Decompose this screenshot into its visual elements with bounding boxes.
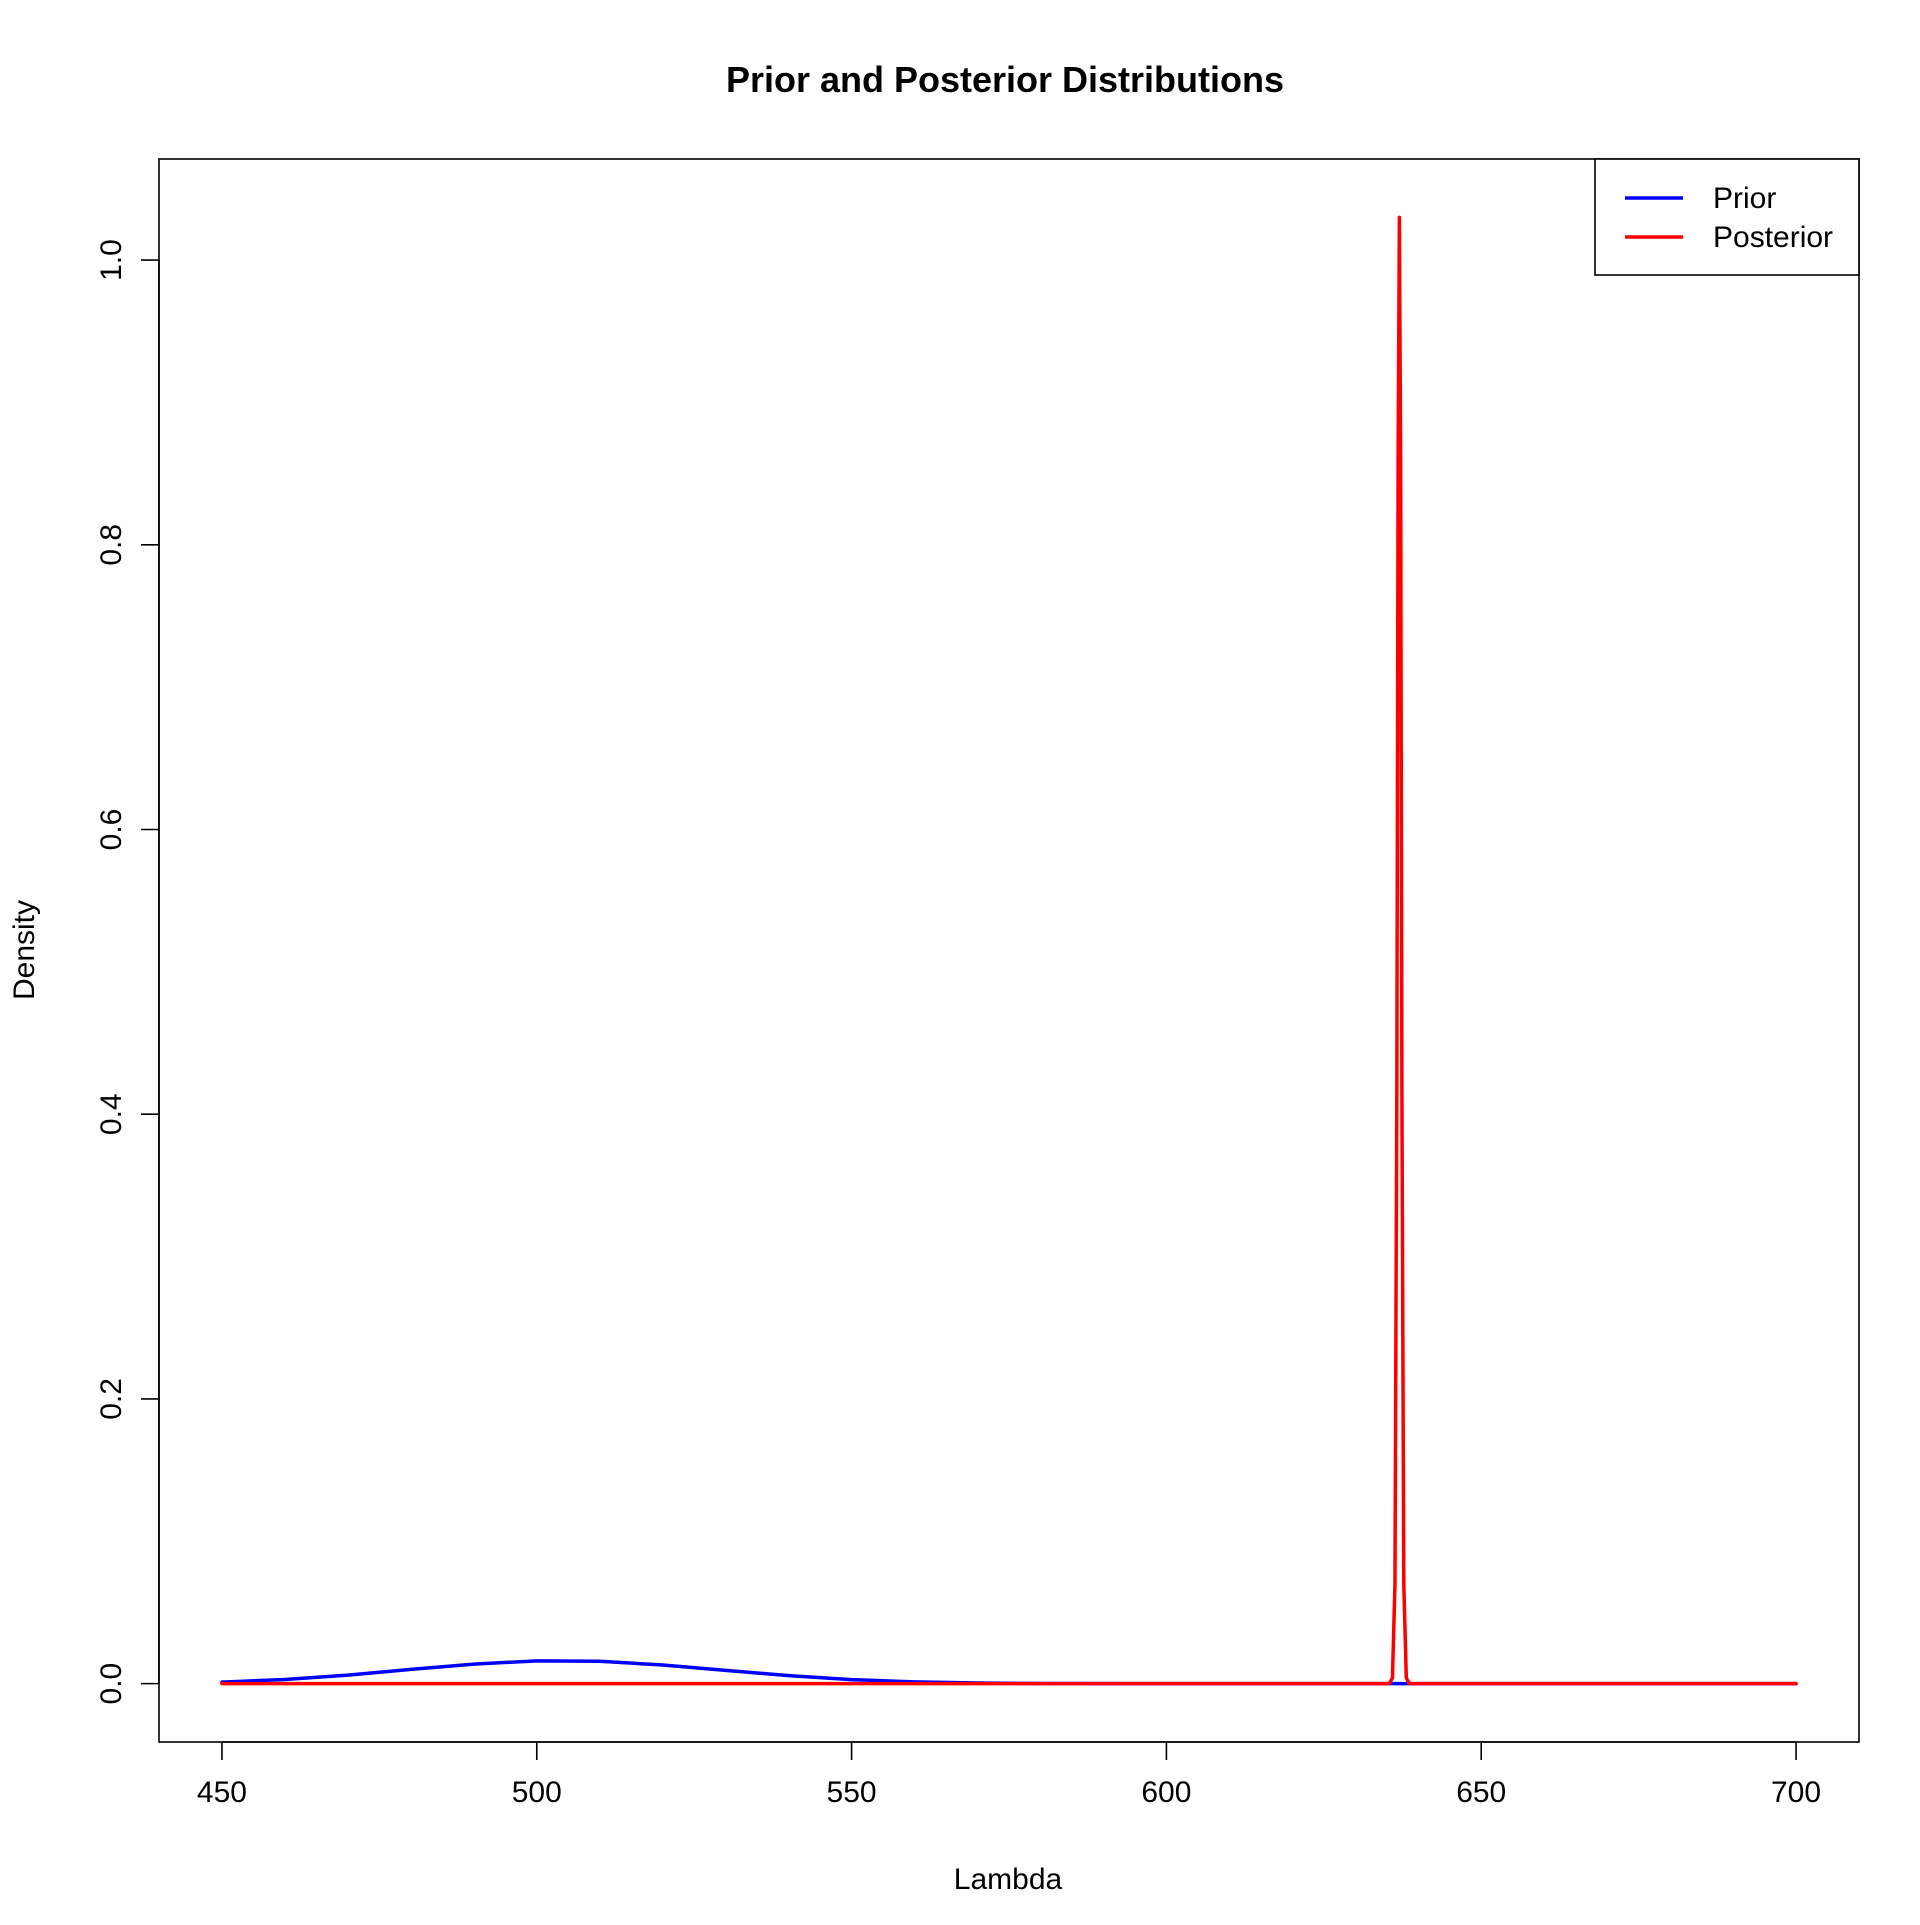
x-tick-label: 500 [512,1776,562,1809]
y-tick-label: 1.0 [95,239,128,281]
y-tick-label: 0.6 [95,809,128,851]
chart-title: Prior and Posterior Distributions [726,59,1284,100]
x-tick-label: 600 [1141,1776,1191,1809]
series-layer [220,215,1798,1686]
x-axis: 450 500 550 600 650 700 [197,1741,1821,1809]
x-tick-label: 650 [1456,1776,1506,1809]
y-tick-label: 0.2 [95,1378,128,1420]
legend-label-posterior: Posterior [1713,221,1833,254]
y-axis-label: Density [8,900,41,1000]
y-axis: 0.0 0.2 0.4 0.6 0.8 1.0 [95,239,160,1705]
legend-label-prior: Prior [1713,182,1776,215]
plot-frame [158,158,1860,1743]
x-tick-label: 700 [1771,1776,1821,1809]
y-tick-label: 0.0 [95,1663,128,1705]
y-tick-label: 0.8 [95,524,128,566]
x-axis-label: Lambda [954,1863,1063,1896]
y-tick-label: 0.4 [95,1093,128,1135]
legend-box [1594,158,1860,276]
x-tick-label: 450 [197,1776,247,1809]
series-line-prior [220,1659,1798,1686]
series-line-posterior [220,215,1798,1686]
legend: Prior Posterior [1594,158,1860,276]
x-tick-label: 550 [827,1776,877,1809]
